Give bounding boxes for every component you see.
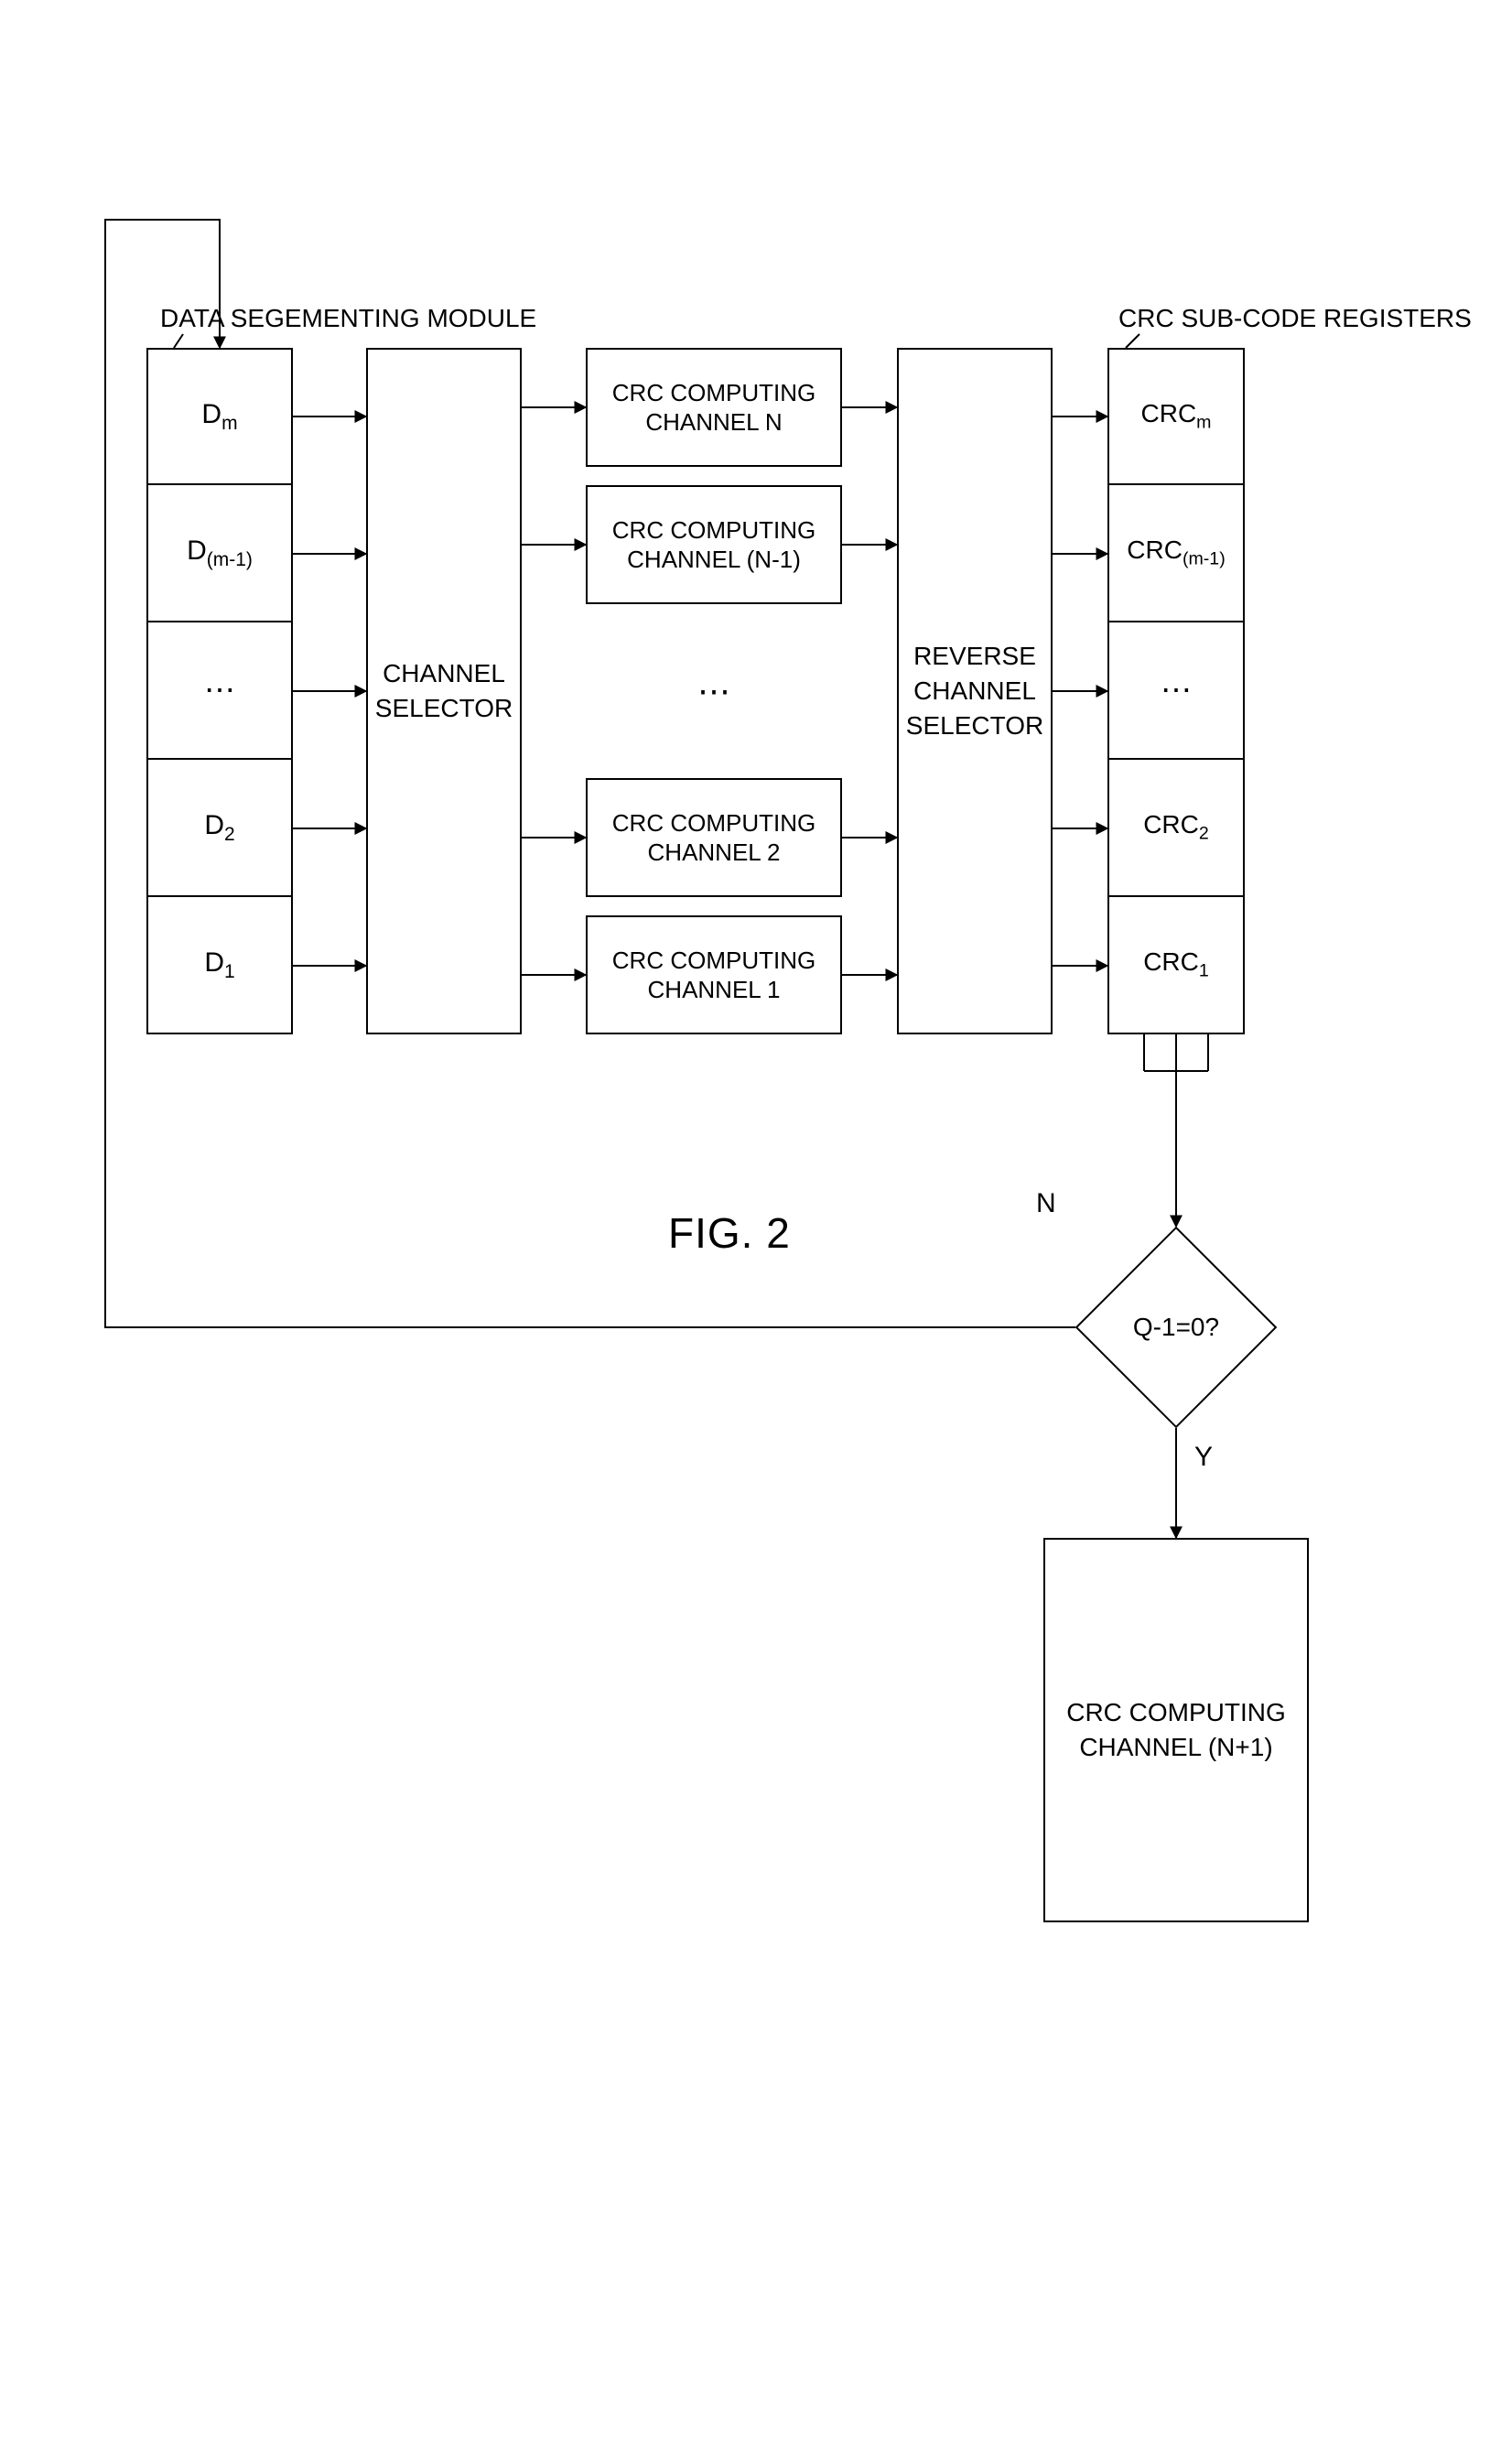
crc-reg-1: CRC1 — [1107, 897, 1245, 1034]
subcode-label: CRC SUB-CODE REGISTERS — [1118, 304, 1472, 333]
crc-reg-ellipsis: ⋯ — [1107, 622, 1245, 760]
data-seg-dm1: D(m-1) — [146, 485, 293, 622]
data-seg-d2: D2 — [146, 760, 293, 897]
data-seg-ellipsis: ⋯ — [146, 622, 293, 760]
decision-text: Q-1=0? — [1075, 1291, 1277, 1364]
crc-reg-m1: CRC(m-1) — [1107, 485, 1245, 622]
crc-channel-n: CRC COMPUTING CHANNEL N — [586, 348, 842, 467]
figure-label: FIG. 2 — [668, 1208, 791, 1258]
cell-text: D1 — [204, 947, 234, 983]
cell-text: CRC2 — [1143, 810, 1209, 845]
crc-channel-ellipsis: ⋯ — [586, 622, 842, 760]
cell-text: D(m-1) — [187, 536, 253, 571]
crc-reg-m: CRCm — [1107, 348, 1245, 485]
ellipsis-icon: ⋯ — [204, 672, 235, 709]
data-seg-dm: Dm — [146, 348, 293, 485]
cell-text: CRC(m-1) — [1127, 536, 1225, 570]
cell-text: CRC1 — [1143, 947, 1209, 982]
data-seg-d1: D1 — [146, 897, 293, 1034]
crc-channel-1: CRC COMPUTING CHANNEL 1 — [586, 915, 842, 1034]
diagram-canvas: DATA SEGEMENTING MODULE Dm D(m-1) ⋯ D2 D… — [0, 0, 1512, 2456]
ellipsis-icon: ⋯ — [1161, 672, 1192, 709]
crc-reg-2: CRC2 — [1107, 760, 1245, 897]
cell-text: CRCm — [1141, 399, 1212, 434]
reverse-channel-selector: REVERSE CHANNEL SELECTOR — [897, 348, 1053, 1034]
crc-channel-2: CRC COMPUTING CHANNEL 2 — [586, 778, 842, 897]
crc-channel-n1: CRC COMPUTING CHANNEL (N-1) — [586, 485, 842, 604]
decision-no-label: N — [1036, 1188, 1056, 1219]
decision-yes-label: Y — [1194, 1442, 1213, 1473]
crc-channel-n-plus-1: CRC COMPUTING CHANNEL (N+1) — [1043, 1538, 1309, 1922]
cell-text: D2 — [204, 810, 234, 846]
data-module-label: DATA SEGEMENTING MODULE — [160, 304, 536, 333]
cell-text: Dm — [201, 399, 237, 435]
channel-selector: CHANNEL SELECTOR — [366, 348, 522, 1034]
ellipsis-icon: ⋯ — [697, 672, 730, 710]
